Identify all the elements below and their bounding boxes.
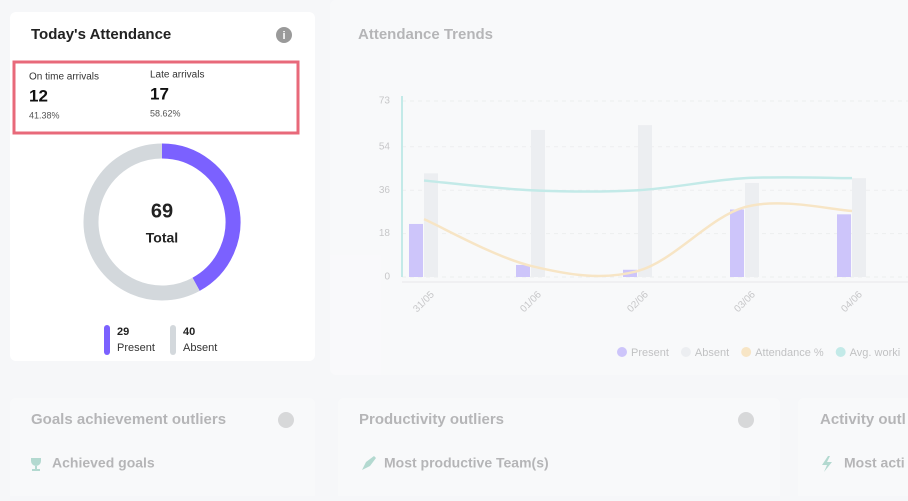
card-title: Productivity outliers — [359, 411, 504, 428]
bar — [531, 129, 545, 277]
bar — [424, 173, 438, 277]
y-tick-label: 54 — [379, 141, 391, 152]
info-icon[interactable] — [278, 412, 294, 428]
card-title: Activity outl — [820, 411, 906, 428]
y-tick-label: 36 — [379, 185, 391, 196]
legend-label: Absent — [183, 342, 217, 354]
trophy-icon — [31, 458, 41, 471]
highlight-box — [12, 60, 300, 135]
legend-swatch — [170, 325, 176, 355]
bar — [516, 264, 530, 277]
y-tick-label: 73 — [379, 96, 391, 107]
legend-value: 29 — [117, 326, 129, 338]
card-title: Attendance Trends — [358, 26, 493, 43]
donut-chart — [83, 143, 241, 301]
legend-label: Absent — [695, 347, 729, 359]
attendance-card — [10, 12, 315, 361]
info-icon[interactable] — [276, 27, 292, 43]
donut-total-label: Total — [146, 230, 178, 246]
card-title: Goals achievement outliers — [31, 411, 226, 428]
outlier-cards: Goals achievement outliers Achieved goal… — [10, 398, 908, 501]
legend-swatch — [104, 325, 110, 355]
line — [423, 202, 853, 278]
legend-marker — [617, 347, 627, 357]
bar — [638, 125, 652, 277]
legend-label: Avg. worki — [850, 347, 901, 359]
card-item: Most productive Team(s) — [384, 455, 549, 471]
stat-label: On time arrivals — [29, 72, 99, 83]
bar — [730, 209, 744, 277]
legend-marker — [835, 347, 846, 357]
donut-legend: 29 Present 40 Absent — [104, 325, 217, 355]
stat-label: Late arrivals — [150, 70, 204, 81]
line — [423, 176, 853, 193]
legend-marker — [741, 347, 752, 357]
card-item: Achieved goals — [52, 455, 155, 471]
legend-label: Present — [631, 347, 669, 359]
legend-marker — [680, 347, 691, 357]
bar — [623, 269, 637, 277]
bar — [852, 178, 866, 277]
y-tick-label: 18 — [379, 228, 391, 239]
bar — [409, 223, 423, 277]
card-item: Most acti — [844, 455, 905, 471]
stat-percent: 58.62% — [150, 108, 181, 118]
info-icon[interactable] — [738, 412, 754, 428]
legend-value: 40 — [183, 326, 195, 338]
bar — [837, 214, 851, 277]
card-bg — [10, 398, 315, 501]
donut-segment — [161, 143, 241, 291]
stat-percent: 41.38% — [29, 110, 60, 120]
info-glyph: i — [282, 30, 285, 42]
bolt-icon — [822, 456, 832, 472]
card-bg — [338, 398, 780, 501]
rocket-icon — [362, 456, 376, 470]
card-title: Today's Attendance — [31, 26, 171, 43]
stat-value: 17 — [150, 84, 169, 103]
card-bg — [798, 398, 908, 501]
bar — [745, 182, 759, 277]
legend-label: Attendance % — [755, 347, 824, 359]
donut-total: 69 — [151, 200, 173, 222]
stat-value: 12 — [29, 86, 48, 105]
donut-segment — [83, 143, 200, 301]
card-bg — [330, 0, 908, 375]
legend-label: Present — [117, 342, 155, 354]
y-tick-label: 0 — [384, 272, 390, 283]
